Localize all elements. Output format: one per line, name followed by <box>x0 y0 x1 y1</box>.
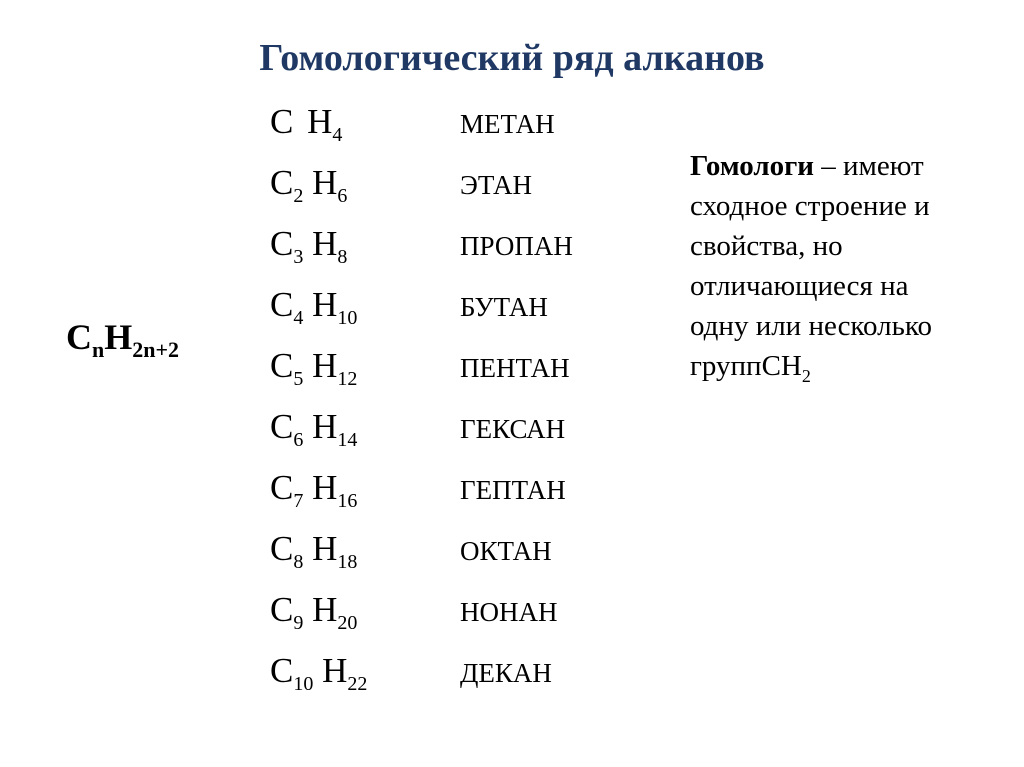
name-cell: ГЕПТАН <box>460 475 566 506</box>
name-cell: ГЕКСАН <box>460 414 565 445</box>
name-cell: НОНАН <box>460 597 558 628</box>
formula-c: C <box>270 285 293 324</box>
series-row: C10 H22ДЕКАН <box>270 651 690 712</box>
formula-h-sub: 10 <box>337 307 357 329</box>
formula-spacer <box>303 529 312 568</box>
name-cell: ПРОПАН <box>460 231 573 262</box>
name-cell: МЕТАН <box>460 109 555 140</box>
formula-h-sub: 20 <box>337 612 357 634</box>
formula-cell: C6 H14 <box>270 407 460 447</box>
formula-h: H <box>312 224 337 263</box>
formula-h-sub: 18 <box>337 551 357 573</box>
series-row: C H4МЕТАН <box>270 102 690 163</box>
definition-tail-base: CH <box>762 350 802 382</box>
formula-spacer <box>303 285 312 324</box>
formula-h: H <box>312 163 337 202</box>
name-cell: ПЕНТАН <box>460 353 570 384</box>
general-formula: CnH2n+2 <box>66 316 179 358</box>
formula-c-sub: 4 <box>293 307 303 329</box>
gf-sub1: n <box>92 337 104 362</box>
formula-h-sub: 12 <box>337 368 357 390</box>
formula-c-sub: 3 <box>293 246 303 268</box>
formula-c-sub: 9 <box>293 612 303 634</box>
formula-h-sub: 4 <box>332 124 342 146</box>
left-column: CnH2n+2 <box>0 102 270 712</box>
series-row: C9 H20НОНАН <box>270 590 690 651</box>
formula-c: C <box>270 163 293 202</box>
formula-h: H <box>312 407 337 446</box>
formula-h: H <box>312 285 337 324</box>
series-column: C H4МЕТАНC2 H6ЭТАНC3 H8ПРОПАНC4 H10БУТАН… <box>270 102 690 712</box>
formula-c-sub: 7 <box>293 490 303 512</box>
formula-spacer <box>303 407 312 446</box>
definition-tail-sub: 2 <box>802 366 811 386</box>
formula-h: H <box>312 468 337 507</box>
formula-h: H <box>322 651 347 690</box>
formula-cell: C2 H6 <box>270 163 460 203</box>
definition-body: имеют сходное строение и свойства, но от… <box>690 150 932 382</box>
formula-c: C <box>270 407 293 446</box>
series-row: C6 H14ГЕКСАН <box>270 407 690 468</box>
gf-sub2: 2n+2 <box>132 337 179 362</box>
formula-c: C <box>270 651 293 690</box>
formula-spacer <box>303 163 312 202</box>
series-row: C7 H16ГЕПТАН <box>270 468 690 529</box>
formula-spacer <box>298 102 307 141</box>
formula-c-sub: 6 <box>293 429 303 451</box>
formula-h-sub: 14 <box>337 429 357 451</box>
series-row: C8 H18ОКТАН <box>270 529 690 590</box>
formula-h-sub: 16 <box>337 490 357 512</box>
formula-cell: C10 H22 <box>270 651 460 691</box>
formula-h: H <box>312 346 337 385</box>
name-cell: БУТАН <box>460 292 548 323</box>
formula-spacer <box>303 346 312 385</box>
series-row: C4 H10БУТАН <box>270 285 690 346</box>
definition-term: Гомологи <box>690 150 814 182</box>
formula-c: C <box>270 468 293 507</box>
series-row: C5 H12ПЕНТАН <box>270 346 690 407</box>
formula-cell: C8 H18 <box>270 529 460 569</box>
name-cell: ЭТАН <box>460 170 532 201</box>
formula-spacer <box>313 651 322 690</box>
formula-c: C <box>270 102 293 141</box>
formula-h: H <box>312 529 337 568</box>
gf-h: H <box>104 317 132 357</box>
formula-c: C <box>270 346 293 385</box>
formula-h-sub: 8 <box>337 246 347 268</box>
formula-spacer <box>303 468 312 507</box>
series-row: C2 H6ЭТАН <box>270 163 690 224</box>
formula-cell: C4 H10 <box>270 285 460 325</box>
formula-c: C <box>270 590 293 629</box>
formula-c-sub: 10 <box>293 673 313 695</box>
formula-c-sub: 5 <box>293 368 303 390</box>
formula-spacer <box>303 590 312 629</box>
content-area: CnH2n+2 C H4МЕТАНC2 H6ЭТАНC3 H8ПРОПАНC4 … <box>0 80 1024 712</box>
formula-c: C <box>270 224 293 263</box>
formula-cell: C H4 <box>270 102 460 142</box>
formula-cell: C7 H16 <box>270 468 460 508</box>
definition-dash: – <box>814 150 843 182</box>
formula-spacer <box>303 224 312 263</box>
formula-c-sub: 8 <box>293 551 303 573</box>
page-title: Гомологический ряд алканов <box>0 0 1024 80</box>
gf-c: C <box>66 317 92 357</box>
formula-cell: C3 H8 <box>270 224 460 264</box>
title-text: Гомологический ряд алканов <box>259 37 764 79</box>
formula-h-sub: 22 <box>347 673 367 695</box>
formula-cell: C5 H12 <box>270 346 460 386</box>
name-cell: ОКТАН <box>460 536 552 567</box>
definition-column: Гомологи – имеют сходное строение и свой… <box>690 102 990 712</box>
formula-cell: C9 H20 <box>270 590 460 630</box>
formula-c: C <box>270 529 293 568</box>
series-row: C3 H8ПРОПАН <box>270 224 690 285</box>
formula-h: H <box>312 590 337 629</box>
name-cell: ДЕКАН <box>460 658 552 689</box>
formula-h: H <box>307 102 332 141</box>
formula-h-sub: 6 <box>337 185 347 207</box>
formula-c-sub: 2 <box>293 185 303 207</box>
